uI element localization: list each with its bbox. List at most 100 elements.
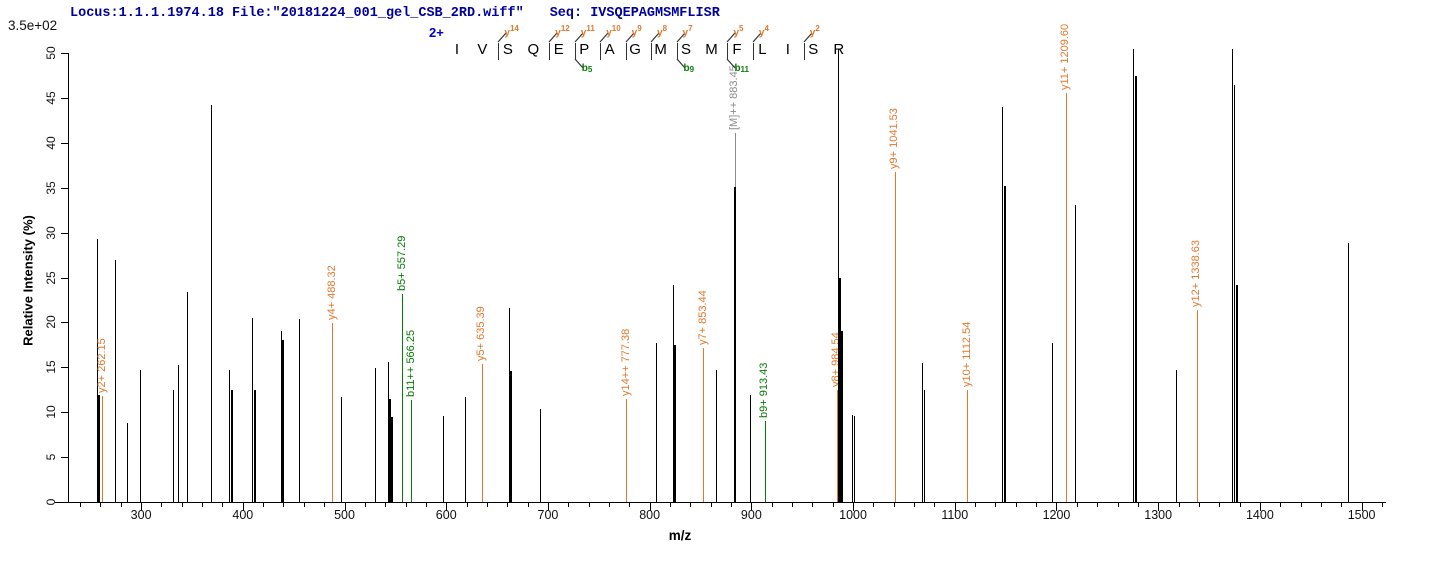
residue-letter: Q: [527, 41, 540, 58]
residue-letter: S: [502, 41, 513, 58]
peak: [1051, 343, 1053, 502]
x-minor-tick: [263, 503, 265, 507]
y-ion-label: y11: [580, 24, 595, 39]
y-ion-slash: [497, 32, 507, 43]
x-major-tick: [1056, 503, 1058, 511]
x-minor-tick: [1341, 503, 1343, 507]
x-major-tick: [1259, 503, 1261, 511]
x-tick-label: 1500: [1347, 508, 1376, 522]
x-minor-tick: [792, 503, 794, 507]
x-minor-tick: [364, 503, 366, 507]
y-tick: [61, 187, 68, 189]
residue-letter: V: [477, 41, 488, 58]
peak: [672, 284, 674, 502]
x-minor-tick: [731, 503, 732, 507]
x-tick-label: 600: [435, 508, 457, 522]
x-minor-tick: [975, 503, 977, 507]
peak: [749, 395, 751, 502]
peak: [252, 317, 254, 502]
y-tick: [61, 412, 68, 414]
peak: [299, 318, 301, 502]
y-tick-label: 30: [44, 225, 58, 240]
ion-label: y10+ 1112.54: [960, 321, 973, 387]
x-minor-tick: [507, 503, 509, 507]
cleavage-bar: [498, 43, 500, 60]
peak: [391, 416, 394, 502]
x-tick-label: 800: [639, 508, 661, 522]
x-tick-label: 1100: [941, 508, 969, 522]
ion-label: b5+ 557.29: [395, 235, 408, 291]
peak: [187, 291, 189, 502]
x-minor-tick: [222, 503, 224, 507]
peak: [923, 389, 925, 502]
residue-letter: S: [808, 41, 819, 58]
cleavage-bar: [752, 43, 754, 60]
x-minor-tick: [1219, 503, 1221, 507]
x-major-tick: [1361, 503, 1363, 511]
y-tick-label: 35: [44, 181, 58, 195]
ion-label: y12+ 1338.63: [1190, 239, 1203, 307]
x-minor-tick: [812, 503, 814, 507]
y-tick-label: 15: [44, 360, 58, 374]
y-tick-label: 20: [44, 315, 58, 330]
y-ion-label: y7: [682, 24, 693, 39]
x-minor-tick: [629, 503, 631, 507]
peak: [96, 238, 98, 502]
y-ion-slash: [599, 32, 609, 43]
y-ion-label: y10: [606, 24, 621, 39]
ion-label: y9+ 1041.53: [888, 107, 901, 169]
y-tick-label: 10: [44, 405, 58, 419]
y-ion-slash: [726, 32, 736, 43]
ion-label: y4+ 488.32: [325, 265, 338, 321]
x-tick-label: 400: [232, 508, 254, 522]
b-ion-slash: [726, 58, 736, 69]
x-minor-tick: [324, 503, 326, 507]
y-tick: [61, 53, 68, 54]
peak: [1003, 185, 1006, 502]
peak: [1002, 106, 1004, 502]
x-minor-tick: [710, 503, 712, 507]
peak: [282, 340, 285, 502]
x-minor-tick: [303, 503, 305, 507]
x-major-tick: [1158, 503, 1160, 511]
y-tick: [61, 322, 68, 324]
x-minor-tick: [1280, 503, 1282, 507]
x-major-tick: [242, 503, 244, 511]
b-ion-label: b11: [734, 63, 750, 74]
peak: [442, 415, 444, 502]
peak: [716, 369, 718, 502]
y-ion-slash: [574, 32, 584, 43]
y-tick-label: 50: [44, 46, 58, 60]
x-tick-label: 300: [130, 508, 152, 522]
y-axis-title: Relative Intensity (%): [20, 215, 36, 346]
ion-peak: [836, 389, 838, 502]
x-major-tick: [751, 503, 753, 511]
x-minor-tick: [914, 503, 916, 507]
peak: [1347, 243, 1349, 502]
y-ion-slash: [803, 32, 813, 43]
x-minor-tick: [161, 503, 163, 507]
peak: [254, 389, 256, 502]
peak: [1233, 85, 1235, 502]
locus-file-text: Locus:1.1.1.1974.18 File:"20181224_001_g…: [70, 6, 524, 21]
x-major-tick: [141, 503, 143, 511]
y-ion-label: y4: [758, 24, 769, 39]
b-ion-slash: [676, 58, 685, 69]
peak: [229, 369, 231, 502]
residue-letter: M: [705, 41, 718, 58]
x-major-tick: [853, 503, 855, 511]
peak: [178, 364, 180, 502]
x-minor-tick: [1015, 503, 1017, 507]
peak: [851, 414, 853, 502]
x-major-tick: [446, 503, 448, 511]
ion-peak: [894, 171, 896, 502]
ion-label: y2+ 262.15: [95, 338, 108, 394]
x-minor-tick: [1036, 503, 1038, 507]
peak: [921, 362, 923, 502]
y-tick: [61, 232, 68, 234]
x-minor-tick: [1320, 503, 1322, 507]
y-tick: [61, 97, 68, 99]
ion-peak: [411, 399, 413, 502]
ion-peak: [703, 348, 705, 502]
